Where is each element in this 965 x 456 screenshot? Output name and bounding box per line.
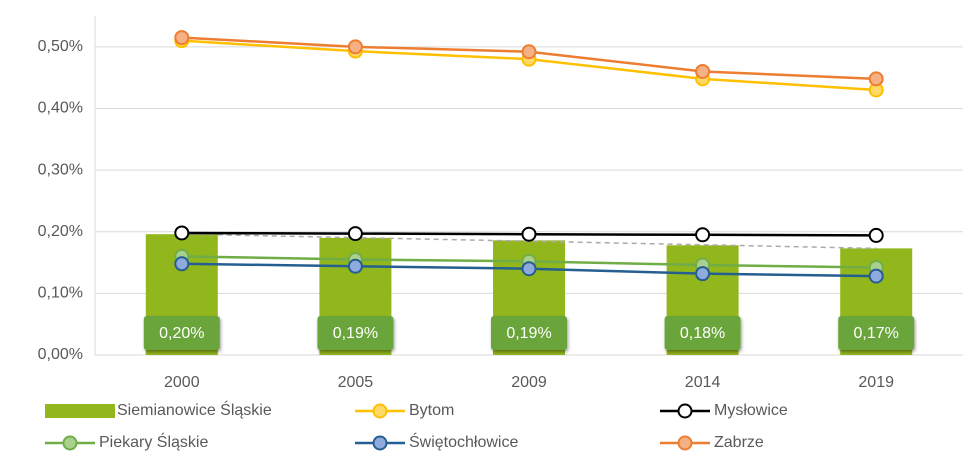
data-label-box (491, 316, 567, 350)
marker (174, 30, 190, 46)
legend-label: Siemianowice Śląskie (117, 400, 272, 419)
data-label: 0,19% (333, 325, 378, 342)
marker (347, 258, 363, 274)
data-label-box (664, 316, 741, 350)
legend-marker (677, 403, 693, 419)
marker (521, 44, 537, 60)
legend-label: Piekary Śląskie (99, 432, 208, 451)
x-tick-label: 2000 (164, 374, 200, 391)
legend-marker (372, 435, 388, 451)
marker (695, 266, 711, 282)
legend-label: Zabrze (714, 434, 764, 451)
legend-marker (62, 435, 78, 451)
data-label: 0,18% (680, 325, 725, 342)
data-label-box (317, 316, 394, 350)
x-tick-label: 2005 (338, 374, 374, 391)
marker (868, 71, 884, 87)
marker (174, 256, 190, 272)
marker (347, 226, 363, 242)
y-tick-label: 0,30% (38, 161, 83, 178)
marker (174, 225, 190, 241)
y-tick-label: 0,00% (38, 346, 83, 363)
data-label-box (143, 316, 220, 350)
y-tick-label: 0,10% (38, 285, 83, 302)
data-label: 0,19% (506, 325, 551, 342)
y-tick-label: 0,20% (38, 223, 83, 240)
x-tick-label: 2014 (685, 374, 721, 391)
x-tick-label: 2009 (511, 374, 547, 391)
data-label: 0,17% (854, 325, 899, 342)
legend-label: Bytom (409, 402, 454, 419)
legend-marker (677, 435, 693, 451)
x-tick-label: 2019 (858, 374, 894, 391)
marker (868, 268, 884, 284)
marker (695, 227, 711, 243)
y-tick-label: 0,40% (38, 100, 83, 117)
y-tick-label: 0,50% (38, 38, 83, 55)
legend-label: Świętochłowice (409, 432, 518, 451)
marker (521, 226, 537, 242)
trendline (181, 233, 877, 250)
legend-marker (372, 403, 388, 419)
data-label-box (838, 316, 915, 350)
marker (521, 261, 537, 277)
data-label: 0,20% (159, 325, 204, 342)
legend-swatch (45, 404, 115, 418)
legend-label: Mysłowice (714, 402, 788, 419)
marker (695, 63, 711, 79)
marker (868, 227, 884, 243)
marker (347, 39, 363, 55)
